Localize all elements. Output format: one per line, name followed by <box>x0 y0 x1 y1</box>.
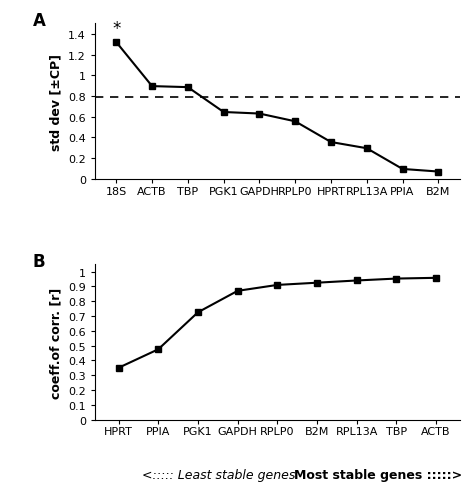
Text: A: A <box>33 12 46 30</box>
Y-axis label: coeff.of corr. [r]: coeff.of corr. [r] <box>49 286 63 398</box>
Text: <::::: Least stable genes: <::::: Least stable genes <box>142 468 296 481</box>
Text: Most stable genes :::::>: Most stable genes :::::> <box>294 468 462 481</box>
Text: *: * <box>112 20 120 38</box>
Text: B: B <box>33 252 46 270</box>
Y-axis label: std dev [±CP]: std dev [±CP] <box>49 54 63 150</box>
